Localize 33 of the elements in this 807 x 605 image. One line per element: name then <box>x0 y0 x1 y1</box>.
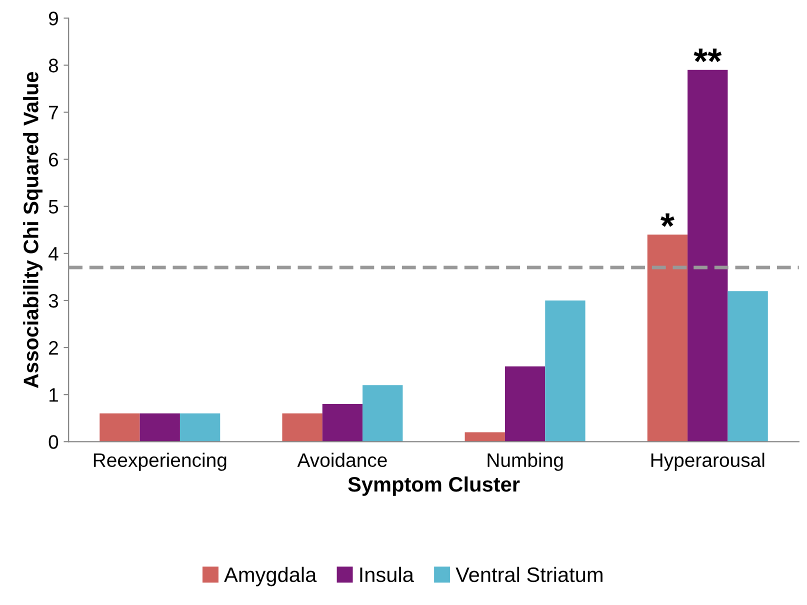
bar <box>180 413 220 442</box>
data-label: * <box>660 213 674 227</box>
y-tick-label: 0 <box>48 435 58 449</box>
bar <box>504 366 546 442</box>
x-tick-label: Reexperiencing <box>94 452 226 471</box>
bar <box>688 70 728 442</box>
bar <box>647 234 688 442</box>
legend-label: Amygdala <box>224 566 317 586</box>
x-tick-label: Hyperarousal <box>651 452 764 471</box>
bar <box>728 291 768 442</box>
y-tick-label: 3 <box>48 294 58 308</box>
x-tick-label: Avoidance <box>297 452 387 468</box>
y-tick-label: 2 <box>49 341 58 355</box>
y-tick-label: 4 <box>48 247 58 260</box>
legend-label: Ventral Striatum <box>456 566 602 582</box>
y-axis-title: Associability Chi Squared Value <box>23 72 43 388</box>
legend-label: Insula <box>360 566 414 582</box>
bar <box>282 413 322 442</box>
bar <box>100 413 140 442</box>
y-tick-label: 9 <box>48 12 58 26</box>
y-tick-label: 5 <box>48 200 58 214</box>
bar <box>464 432 505 442</box>
bar <box>362 385 403 442</box>
bar <box>322 404 363 442</box>
bar <box>140 413 180 442</box>
x-tick-label: Numbing <box>488 452 563 471</box>
y-tick-label: 8 <box>48 58 58 72</box>
bar <box>545 300 586 442</box>
y-tick-label: 7 <box>49 106 58 120</box>
y-tick-label: 6 <box>49 152 58 167</box>
x-axis-title: Symptom Cluster <box>348 476 520 496</box>
y-tick-label: 1 <box>50 388 58 402</box>
data-label: ** <box>694 48 722 62</box>
